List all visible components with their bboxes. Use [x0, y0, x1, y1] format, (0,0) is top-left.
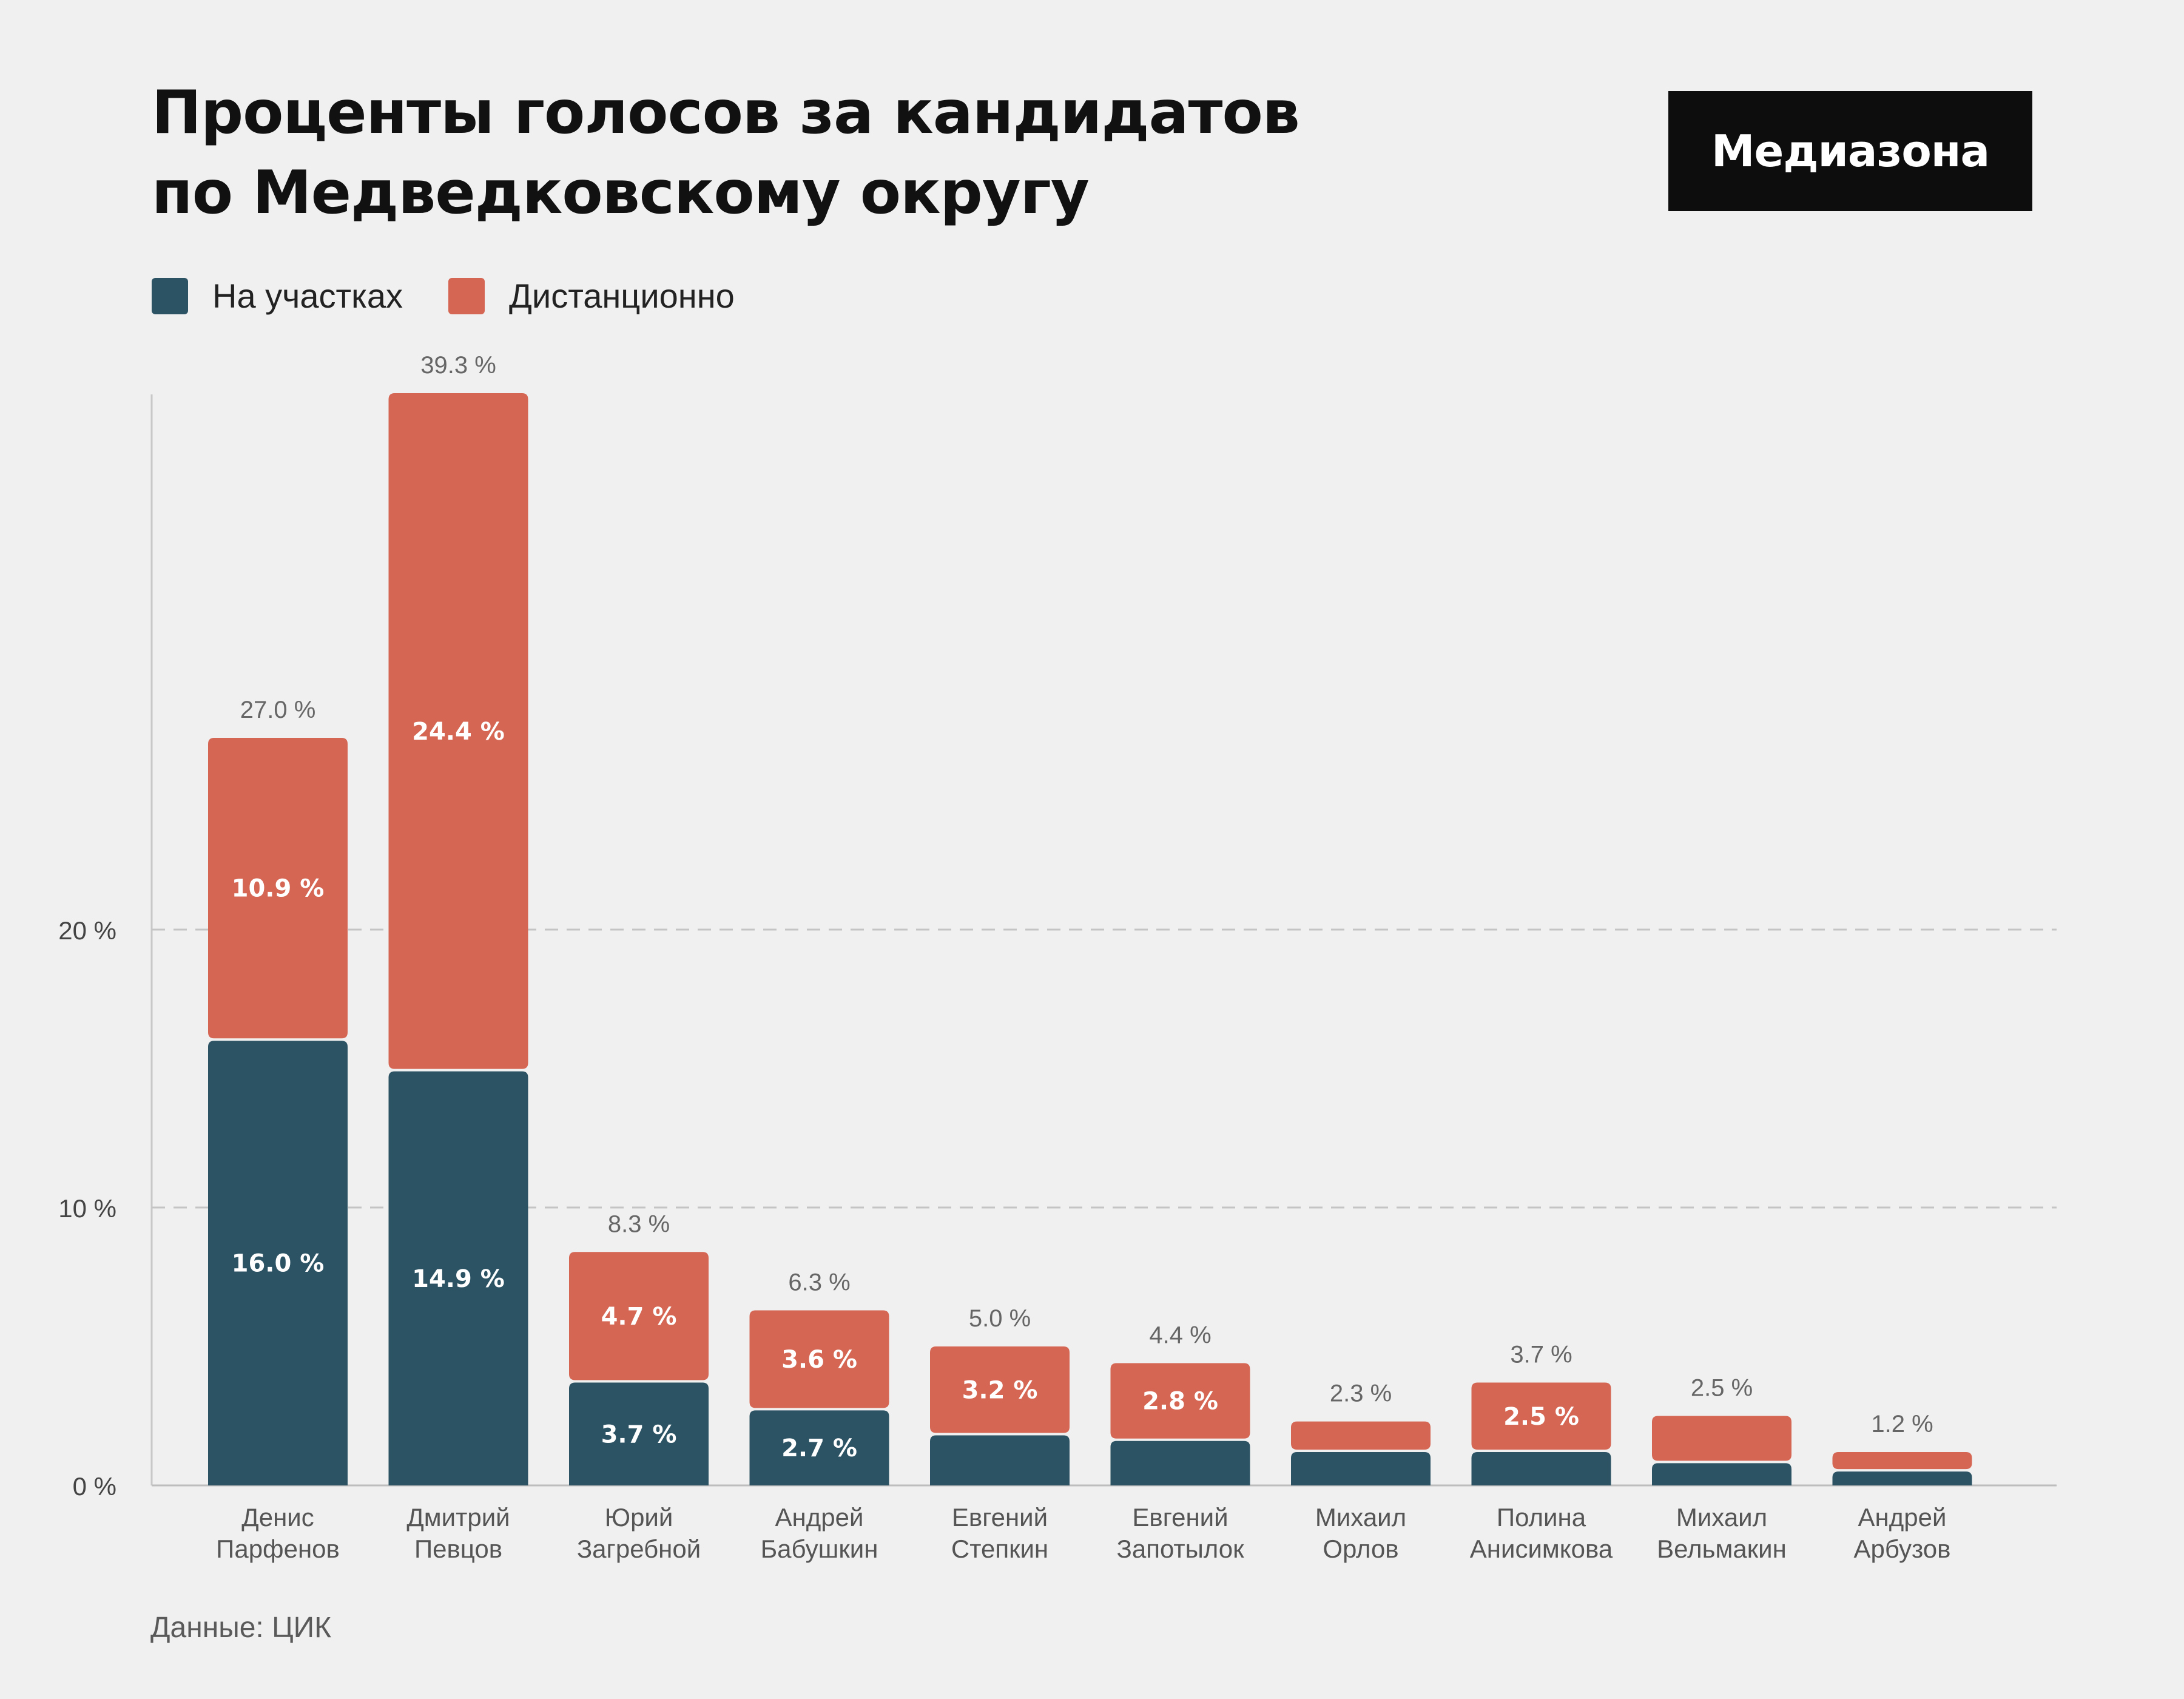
- bar-total-label: 39.3 %: [420, 352, 496, 379]
- bar-segment-remote: [1110, 1363, 1250, 1439]
- x-category-label-line: Певцов: [414, 1535, 502, 1563]
- x-category-label: Юрий Загребной: [577, 1503, 701, 1563]
- bar-segment-on-site: [569, 1382, 709, 1485]
- bar-value-label-remote: 10.9 %: [232, 875, 325, 903]
- legend-swatch-on-site: [152, 277, 188, 314]
- bar-total-label: 3.7 %: [1510, 1342, 1572, 1368]
- bar-segment-remote: [1832, 1452, 1972, 1470]
- x-category-label-line: Андрей: [1858, 1503, 1947, 1532]
- bar-segment-remote: [1291, 1421, 1431, 1450]
- x-category-label-line: Андрей: [775, 1503, 864, 1532]
- bar-total-label: 5.0 %: [969, 1305, 1031, 1332]
- bar-segment-on-site: [930, 1435, 1070, 1485]
- x-category-label-line: Запотылок: [1116, 1535, 1244, 1563]
- x-category-label: Андрей Арбузов: [1854, 1503, 1951, 1563]
- bar-segment-on-site: [388, 1071, 528, 1485]
- y-tick-label: 20 %: [58, 916, 116, 945]
- x-category-label-line: Арбузов: [1854, 1535, 1951, 1563]
- bar-value-label-remote: 2.5 %: [1503, 1403, 1579, 1431]
- x-category-label-line: Анисимкова: [1470, 1535, 1613, 1563]
- bar-segment-remote: [1471, 1382, 1611, 1450]
- title-line-2: по Медведковскому округу: [152, 158, 1090, 228]
- bar-total-label: 27.0 %: [240, 697, 316, 723]
- x-category-label: Андрей Бабушкин: [761, 1503, 878, 1563]
- chart-title: Проценты голосов за кандидатов по Медвед…: [152, 73, 1486, 233]
- x-category-label-line: Юрий: [605, 1503, 673, 1532]
- x-category-label: Полина Анисимкова: [1470, 1503, 1613, 1563]
- x-category-label-line: Денис: [241, 1503, 314, 1532]
- bar-value-label-on-site: 14.9 %: [412, 1265, 505, 1293]
- legend-label-on-site: На участках: [212, 277, 403, 315]
- bar-segment-remote: [569, 1252, 709, 1380]
- data-source: Данные: ЦИК: [150, 1612, 332, 1644]
- bar-value-label-remote: 3.2 %: [962, 1376, 1038, 1404]
- x-category-label-line: Загребной: [577, 1535, 701, 1563]
- x-category-label: Денис Парфенов: [216, 1503, 340, 1563]
- legend-item-remote: Дистанционно: [448, 276, 735, 316]
- bar-segment-on-site: [749, 1410, 889, 1485]
- bar-value-label-on-site: 16.0 %: [232, 1250, 325, 1278]
- bar-value-label-on-site: 3.7 %: [601, 1420, 677, 1448]
- legend-item-on-site: На участках: [152, 276, 403, 316]
- bar-total-label: 1.2 %: [1871, 1411, 1933, 1437]
- bar-segment-remote: [388, 393, 528, 1069]
- legend-label-remote: Дистанционно: [509, 277, 735, 315]
- bar-segment-on-site: [208, 1041, 348, 1485]
- x-category-label-line: Дмитрий: [406, 1503, 510, 1532]
- x-category-label: Евгений Степкин: [951, 1503, 1048, 1563]
- bar-value-label-remote: 3.6 %: [781, 1346, 857, 1374]
- legend-swatch-remote: [448, 277, 485, 314]
- x-category-label-line: Степкин: [951, 1535, 1048, 1563]
- x-category-label-line: Евгений: [1132, 1503, 1228, 1532]
- bar-segment-remote: [1652, 1416, 1791, 1461]
- y-tick-label: 10 %: [58, 1194, 116, 1223]
- x-category-label-line: Михаил: [1676, 1503, 1767, 1532]
- bar-value-label-remote: 4.7 %: [601, 1303, 677, 1331]
- x-category-label: Михаил Орлов: [1315, 1503, 1406, 1563]
- bar-total-label: 2.5 %: [1691, 1375, 1753, 1402]
- chart-legend: На участках Дистанционно: [152, 276, 780, 316]
- bar-value-label-remote: 2.8 %: [1142, 1388, 1218, 1416]
- bar-total-label: 4.4 %: [1149, 1322, 1211, 1348]
- bar-segment-on-site: [1832, 1471, 1972, 1485]
- x-category-label-line: Парфенов: [216, 1535, 340, 1563]
- x-category-label-line: Евгений: [952, 1503, 1048, 1532]
- bar-segment-on-site: [1652, 1463, 1791, 1485]
- x-category-label-line: Бабушкин: [761, 1535, 878, 1563]
- x-category-label-line: Полина: [1497, 1503, 1586, 1532]
- title-line-1: Проценты голосов за кандидатов: [152, 78, 1300, 147]
- bar-segment-remote: [208, 737, 348, 1039]
- x-category-label: Дмитрий Певцов: [406, 1503, 510, 1563]
- bar-segment-on-site: [1471, 1452, 1611, 1485]
- y-tick-label: 0 %: [73, 1472, 116, 1501]
- bar-value-label-remote: 24.4 %: [412, 718, 505, 746]
- bar-value-label-on-site: 2.7 %: [781, 1434, 857, 1462]
- mediazona-logo: Медиазона: [1668, 91, 2032, 211]
- bar-segment-on-site: [1291, 1452, 1431, 1485]
- bar-segment-remote: [930, 1346, 1070, 1433]
- bar-segment-remote: [749, 1310, 889, 1408]
- x-category-label-line: Михаил: [1315, 1503, 1406, 1532]
- bar-segment-on-site: [1110, 1441, 1250, 1485]
- x-category-label: Михаил Вельмакин: [1657, 1503, 1787, 1563]
- x-category-label-line: Вельмакин: [1657, 1535, 1787, 1563]
- bar-total-label: 2.3 %: [1330, 1380, 1392, 1407]
- bar-total-label: 6.3 %: [788, 1269, 850, 1295]
- x-category-label-line: Орлов: [1323, 1535, 1398, 1563]
- x-category-label: Евгений Запотылок: [1116, 1503, 1244, 1563]
- bar-total-label: 8.3 %: [608, 1211, 670, 1237]
